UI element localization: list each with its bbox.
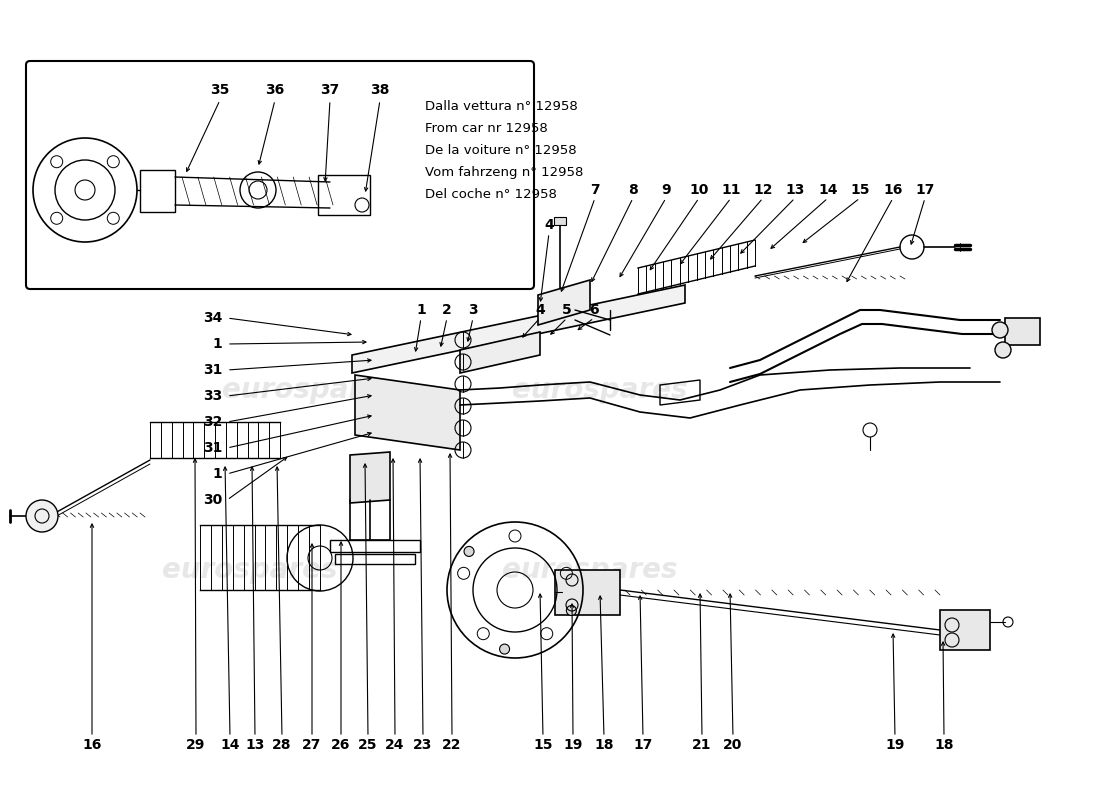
Text: De la voiture n° 12958: De la voiture n° 12958 xyxy=(425,144,576,157)
Circle shape xyxy=(26,500,58,532)
Text: 26: 26 xyxy=(331,738,351,752)
Text: 13: 13 xyxy=(245,738,265,752)
Text: 4: 4 xyxy=(535,303,544,317)
Text: 27: 27 xyxy=(302,738,321,752)
Text: 15: 15 xyxy=(850,183,870,197)
Text: Dalla vettura n° 12958: Dalla vettura n° 12958 xyxy=(425,100,578,113)
Text: eurospares: eurospares xyxy=(513,376,688,404)
Text: 7: 7 xyxy=(591,183,600,197)
FancyBboxPatch shape xyxy=(26,61,534,289)
Text: 19: 19 xyxy=(563,738,583,752)
Text: 31: 31 xyxy=(202,441,222,455)
Text: 20: 20 xyxy=(724,738,743,752)
Text: 18: 18 xyxy=(934,738,954,752)
Circle shape xyxy=(992,322,1008,338)
Text: 19: 19 xyxy=(886,738,904,752)
Text: eurospares: eurospares xyxy=(503,556,678,584)
Text: 35: 35 xyxy=(210,83,230,97)
Text: 5: 5 xyxy=(562,303,572,317)
Polygon shape xyxy=(556,570,620,615)
Text: 31: 31 xyxy=(202,363,222,377)
Polygon shape xyxy=(940,610,990,650)
Text: |: | xyxy=(958,242,961,251)
Circle shape xyxy=(996,342,1011,358)
Text: 3: 3 xyxy=(469,303,477,317)
Text: 25: 25 xyxy=(359,738,377,752)
Polygon shape xyxy=(554,217,566,225)
Text: From car nr 12958: From car nr 12958 xyxy=(425,122,548,135)
Polygon shape xyxy=(350,452,390,503)
Text: 34: 34 xyxy=(202,311,222,325)
Text: 13: 13 xyxy=(785,183,805,197)
Text: 1: 1 xyxy=(212,337,222,351)
Text: 1: 1 xyxy=(212,467,222,481)
Text: 14: 14 xyxy=(220,738,240,752)
Text: 16: 16 xyxy=(82,738,101,752)
Polygon shape xyxy=(352,285,685,373)
Text: 18: 18 xyxy=(594,738,614,752)
Text: 6: 6 xyxy=(590,303,598,317)
Text: 12: 12 xyxy=(754,183,772,197)
Text: 22: 22 xyxy=(442,738,462,752)
Text: 11: 11 xyxy=(722,183,740,197)
Text: 30: 30 xyxy=(202,493,222,507)
Circle shape xyxy=(499,644,509,654)
Polygon shape xyxy=(1005,318,1040,345)
Text: 21: 21 xyxy=(692,738,712,752)
Text: 17: 17 xyxy=(634,738,652,752)
Polygon shape xyxy=(538,280,590,325)
Text: eurospares: eurospares xyxy=(163,556,338,584)
Text: Vom fahrzeng n° 12958: Vom fahrzeng n° 12958 xyxy=(425,166,583,179)
Polygon shape xyxy=(460,332,540,373)
Text: 4: 4 xyxy=(544,218,554,232)
Text: 29: 29 xyxy=(186,738,206,752)
Text: Del coche n° 12958: Del coche n° 12958 xyxy=(425,188,557,201)
Text: 16: 16 xyxy=(883,183,903,197)
Text: 15: 15 xyxy=(534,738,552,752)
Text: 28: 28 xyxy=(273,738,292,752)
Text: 32: 32 xyxy=(202,415,222,429)
Text: 17: 17 xyxy=(915,183,935,197)
Polygon shape xyxy=(355,375,460,450)
Text: 37: 37 xyxy=(320,83,340,97)
Text: 2: 2 xyxy=(442,303,452,317)
Text: 38: 38 xyxy=(371,83,389,97)
Text: 14: 14 xyxy=(818,183,838,197)
Text: 36: 36 xyxy=(265,83,285,97)
Text: 10: 10 xyxy=(690,183,708,197)
Text: 1: 1 xyxy=(416,303,426,317)
Text: 23: 23 xyxy=(414,738,432,752)
Text: 33: 33 xyxy=(202,389,222,403)
Text: 24: 24 xyxy=(385,738,405,752)
Text: 9: 9 xyxy=(661,183,671,197)
Text: eurospares: eurospares xyxy=(222,376,398,404)
Text: 8: 8 xyxy=(628,183,638,197)
Circle shape xyxy=(566,606,576,615)
Circle shape xyxy=(464,546,474,557)
